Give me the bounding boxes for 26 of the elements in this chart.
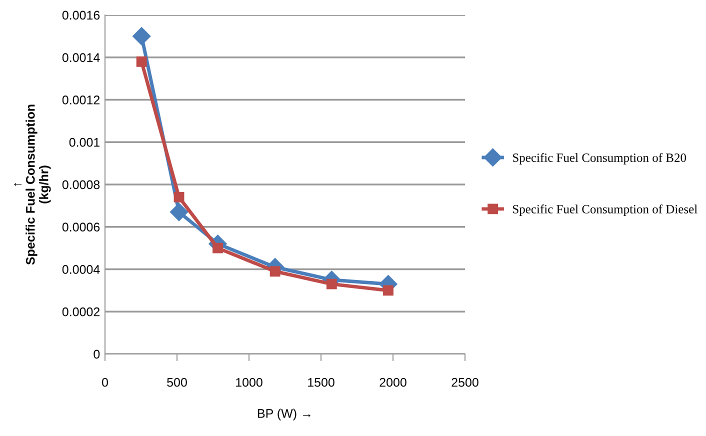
y-tick-label: 0.0008 [62, 180, 100, 190]
y-tick-label: 0.0014 [62, 53, 100, 62]
x-axis-title: BP (W) → [258, 408, 310, 420]
y-tick-label: 0.0006 [62, 222, 100, 232]
x-tick-label: 0 [102, 378, 108, 387]
x-tick-label: 2500 [452, 378, 478, 387]
y-tick-label: 0.001 [69, 138, 100, 147]
point [170, 203, 188, 222]
point [132, 27, 151, 46]
legend-label: Specific Fuel Consumption of B20 [513, 153, 686, 164]
legend-label: Specific Fuel Consumption of Diesel [513, 204, 698, 216]
y-axis-title: ↑ Specific Fuel Consumption (kg/hr) [14, 104, 51, 265]
y-tick-label: 0.0016 [62, 10, 100, 20]
point [174, 192, 184, 202]
point [383, 285, 394, 296]
y-tick-label: 0 [94, 350, 100, 359]
x-tick-label: 1000 [236, 378, 262, 387]
point [212, 242, 223, 254]
x-tick-label: 500 [167, 378, 187, 387]
y-tick-label: 0.0012 [62, 96, 100, 104]
y-tick-label: 0.0004 [62, 265, 100, 274]
x-tick-label: 1500 [308, 378, 334, 387]
y-tick-label: 0.0002 [62, 307, 100, 316]
point [270, 266, 280, 277]
x-tick-label: 2000 [380, 378, 406, 387]
point [136, 56, 147, 67]
